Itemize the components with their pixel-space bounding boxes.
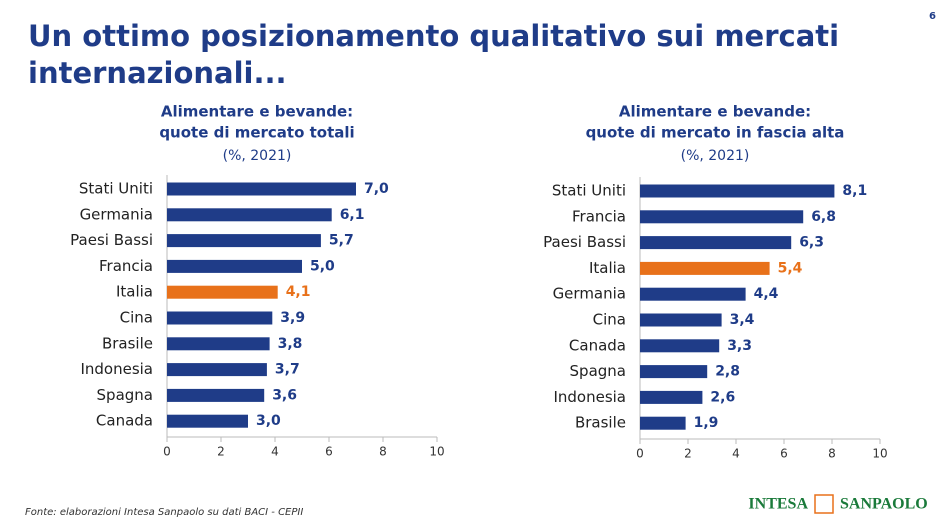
bar [167, 363, 267, 377]
bar [640, 390, 703, 404]
x-tick-label: 6 [780, 447, 788, 461]
x-tick-label: 0 [163, 445, 171, 459]
value-label: 3,0 [256, 413, 281, 429]
category-label: Italia [589, 259, 626, 277]
value-label: 4,4 [754, 286, 779, 302]
chart-subtitle: quote di mercato in fascia alta [586, 124, 845, 142]
category-label: Germania [80, 205, 153, 223]
bar [167, 388, 265, 402]
bar [167, 337, 270, 351]
value-label: 3,4 [730, 312, 755, 328]
value-label: 6,3 [799, 235, 824, 251]
chart-title: Alimentare e bevande: [619, 103, 811, 121]
bar [167, 285, 278, 299]
bar [167, 311, 273, 325]
bar [640, 261, 770, 275]
chart-subtitle: quote di mercato totali [159, 124, 354, 142]
x-tick-label: 8 [828, 447, 836, 461]
value-label: 2,8 [715, 364, 740, 380]
logo-text: SANPAOLO [840, 496, 928, 513]
logo-icon [814, 494, 834, 514]
category-label: Italia [116, 283, 153, 301]
value-label: 3,6 [272, 387, 297, 403]
bar [167, 414, 248, 428]
category-label: Spagna [570, 362, 626, 380]
bar [640, 210, 804, 224]
value-label: 3,9 [280, 310, 305, 326]
x-tick-label: 2 [684, 447, 692, 461]
page-number: 6 [929, 11, 936, 22]
category-label: Cina [593, 311, 626, 329]
x-tick-label: 2 [217, 445, 225, 459]
value-label: 3,8 [278, 336, 303, 352]
x-tick-label: 0 [636, 447, 644, 461]
chart-note: (%, 2021) [223, 148, 292, 164]
category-label: Brasile [575, 414, 626, 432]
value-label: 5,7 [329, 233, 354, 249]
category-label: Stati Uniti [79, 180, 153, 198]
logo-text: INTESA [748, 496, 808, 513]
category-label: Indonesia [80, 360, 153, 378]
value-label: 1,9 [694, 415, 719, 431]
category-label: Canada [96, 412, 153, 430]
value-label: 3,3 [727, 338, 752, 354]
chart-note: (%, 2021) [681, 148, 750, 164]
category-label: Canada [569, 336, 626, 354]
value-label: 6,8 [811, 209, 836, 225]
category-label: Paesi Bassi [543, 233, 626, 251]
category-label: Stati Uniti [552, 182, 626, 200]
value-label: 7,0 [364, 181, 389, 197]
value-label: 3,7 [275, 362, 300, 378]
bar [167, 208, 332, 222]
bar [640, 339, 720, 353]
category-label: Germania [553, 285, 626, 303]
bar [167, 182, 356, 196]
slide-title: Un ottimo posizionamento qualitativo sui… [28, 19, 839, 53]
bar [167, 234, 321, 248]
x-tick-label: 10 [872, 447, 887, 461]
bar [640, 313, 722, 327]
x-tick-label: 8 [379, 445, 387, 459]
bar [640, 287, 746, 301]
bar [640, 184, 835, 198]
category-label: Paesi Bassi [70, 231, 153, 249]
category-label: Francia [572, 207, 626, 225]
bar [640, 236, 792, 250]
bar [640, 365, 708, 379]
slide-title: internazionali... [28, 56, 287, 90]
value-label: 8,1 [842, 183, 867, 199]
chart-title: Alimentare e bevande: [161, 103, 353, 121]
category-label: Brasile [102, 334, 153, 352]
x-tick-label: 4 [732, 447, 740, 461]
category-label: Cina [120, 309, 153, 327]
bar [640, 416, 686, 430]
source: Fonte: elaborazioni Intesa Sanpaolo su d… [25, 507, 303, 518]
value-label: 2,6 [710, 389, 735, 405]
category-label: Francia [99, 257, 153, 275]
value-label: 4,1 [286, 284, 311, 300]
bar [167, 259, 302, 273]
x-tick-label: 6 [325, 445, 333, 459]
category-label: Indonesia [553, 388, 626, 406]
value-label: 5,0 [310, 258, 335, 274]
x-tick-label: 4 [271, 445, 279, 459]
value-label: 5,4 [778, 260, 803, 276]
x-tick-label: 10 [429, 445, 444, 459]
category-label: Spagna [97, 386, 153, 404]
value-label: 6,1 [340, 207, 365, 223]
